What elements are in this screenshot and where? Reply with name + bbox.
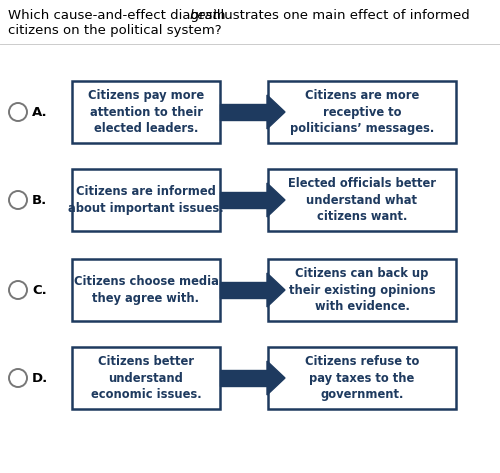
Text: Citizens are more
receptive to
politicians’ messages.: Citizens are more receptive to politicia…: [290, 89, 434, 135]
Polygon shape: [267, 183, 285, 217]
Polygon shape: [267, 361, 285, 395]
Polygon shape: [220, 104, 267, 120]
Text: Which cause-and-effect diagram: Which cause-and-effect diagram: [8, 9, 230, 22]
FancyBboxPatch shape: [72, 169, 220, 231]
Text: best: best: [190, 9, 218, 22]
Polygon shape: [267, 273, 285, 307]
Polygon shape: [220, 192, 267, 208]
FancyBboxPatch shape: [268, 81, 456, 143]
Text: B.: B.: [32, 193, 47, 207]
Text: Citizens can back up
their existing opinions
with evidence.: Citizens can back up their existing opin…: [288, 267, 436, 313]
Text: Elected officials better
understand what
citizens want.: Elected officials better understand what…: [288, 177, 436, 223]
Text: D.: D.: [32, 371, 48, 385]
Text: citizens on the political system?: citizens on the political system?: [8, 24, 222, 37]
Text: Citizens refuse to
pay taxes to the
government.: Citizens refuse to pay taxes to the gove…: [305, 355, 419, 401]
Text: Citizens choose media
they agree with.: Citizens choose media they agree with.: [74, 275, 219, 305]
Text: C.: C.: [32, 283, 47, 297]
FancyBboxPatch shape: [72, 347, 220, 409]
FancyBboxPatch shape: [268, 169, 456, 231]
Text: Citizens pay more
attention to their
elected leaders.: Citizens pay more attention to their ele…: [88, 89, 204, 135]
Text: illustrates one main effect of informed: illustrates one main effect of informed: [213, 9, 470, 22]
Text: Citizens are informed
about important issues.: Citizens are informed about important is…: [68, 185, 224, 215]
Polygon shape: [267, 95, 285, 129]
FancyBboxPatch shape: [268, 347, 456, 409]
FancyBboxPatch shape: [72, 259, 220, 321]
FancyBboxPatch shape: [72, 81, 220, 143]
Text: A.: A.: [32, 105, 48, 119]
FancyBboxPatch shape: [268, 259, 456, 321]
Text: Citizens better
understand
economic issues.: Citizens better understand economic issu…: [90, 355, 202, 401]
Polygon shape: [220, 370, 267, 386]
Polygon shape: [220, 282, 267, 298]
